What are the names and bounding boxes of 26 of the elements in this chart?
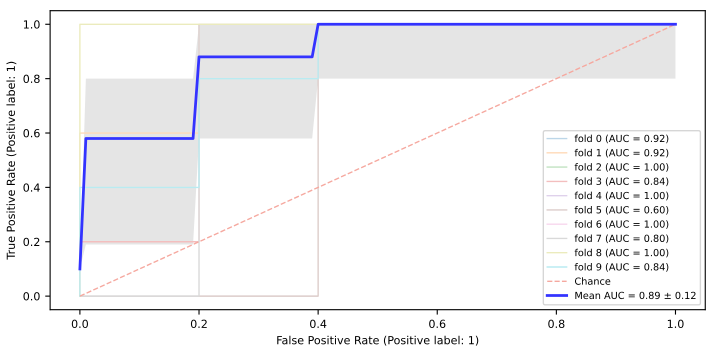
legend-label: fold 7 (AUC = 0.80) [574, 234, 668, 244]
y-tick-label: 1.0 [24, 20, 40, 29]
legend-label: fold 9 (AUC = 0.84) [574, 263, 668, 272]
x-tick-label: 0.2 [190, 320, 207, 328]
legend-label: Chance [574, 277, 610, 285]
x-tick-label: 0.4 [310, 320, 326, 328]
y-tick-label: 0.0 [23, 292, 40, 301]
legend-label: fold 8 (AUC = 1.00) [574, 248, 668, 258]
y-axis-title: True Positive Rate (Positive label: 1) [6, 62, 16, 260]
x-tick-label: 1.0 [668, 320, 684, 328]
legend-label: fold 0 (AUC = 0.92) [574, 134, 668, 144]
legend-label: Mean AUC = 0.89 ± 0.12 [575, 292, 696, 300]
y-tick-label: 0.6 [23, 128, 40, 138]
x-tick-label: 0.0 [72, 320, 88, 328]
x-tick-label: 0.6 [429, 320, 446, 328]
x-tick-label: 0.8 [548, 320, 564, 328]
y-tick-label: 0.8 [23, 74, 40, 84]
y-tick-label: 0.2 [23, 238, 40, 246]
legend-label: fold 3 (AUC = 0.84) [574, 177, 668, 186]
y-tick-label: 0.4 [23, 183, 40, 192]
legend-label: fold 4 (AUC = 1.00) [574, 192, 668, 200]
legend-label: fold 2 (AUC = 1.00) [574, 163, 668, 172]
legend-label: fold 6 (AUC = 1.00) [574, 220, 668, 229]
legend-label: fold 5 (AUC = 0.60) [574, 206, 668, 215]
legend-label: fold 1 (AUC = 0.92) [574, 148, 668, 158]
x-axis-title: False Positive Rate (Positive label: 1) [277, 336, 478, 346]
